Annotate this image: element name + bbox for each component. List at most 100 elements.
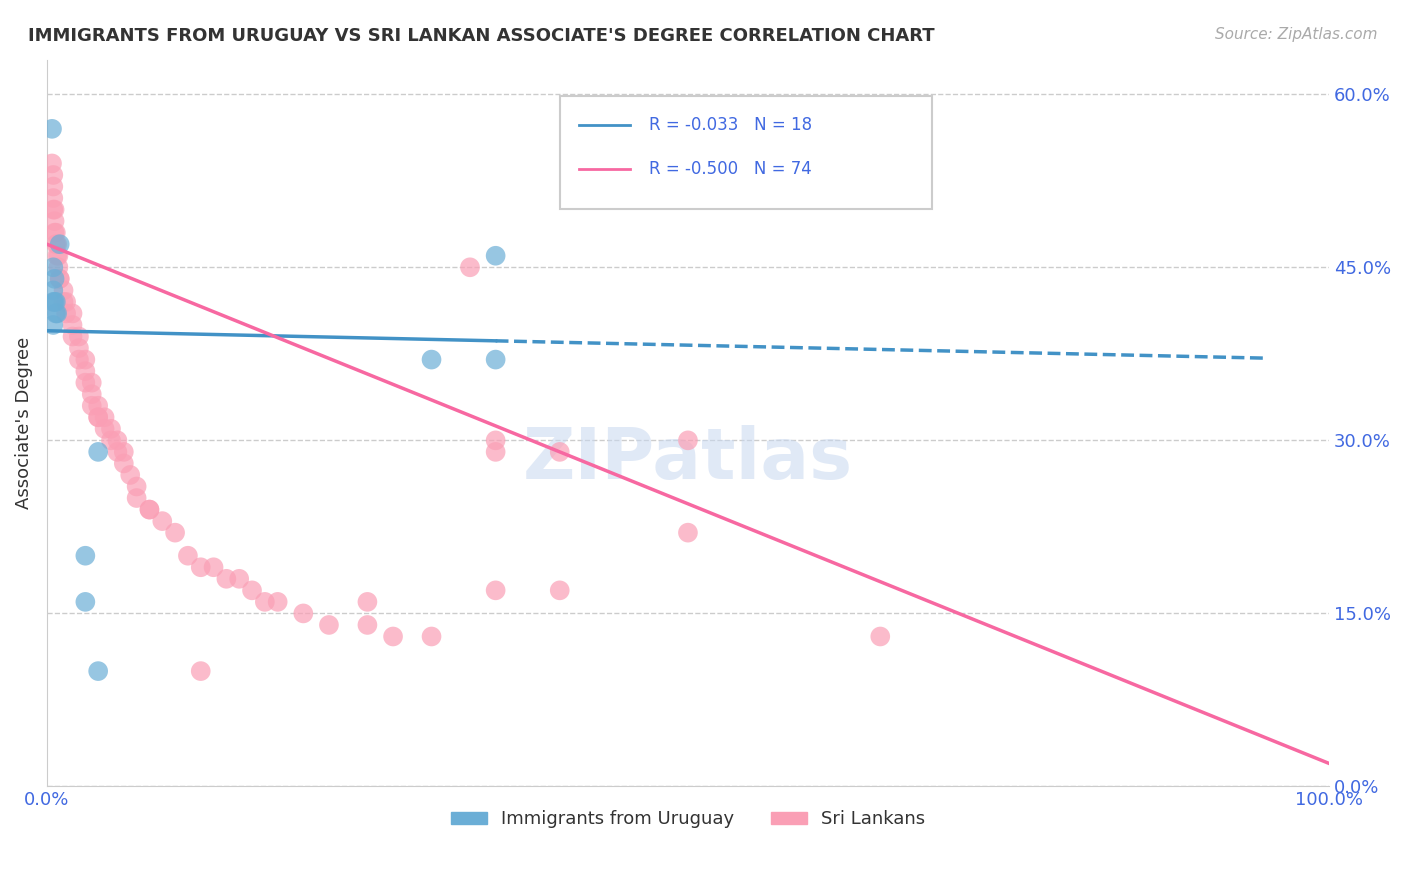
Point [292,607,315,621]
Point [42,168,65,182]
Point [253,595,276,609]
Point [75,595,97,609]
Point [100,422,122,436]
Text: R = -0.500   N = 74: R = -0.500 N = 74 [650,160,813,178]
Point [112,445,135,459]
Point [107,434,129,448]
Point [80,399,103,413]
Point [548,445,571,459]
Point [266,595,288,609]
Point [45,237,67,252]
Point [318,618,340,632]
Point [356,618,378,632]
Point [42,179,65,194]
Legend: Immigrants from Uruguay, Sri Lankans: Immigrants from Uruguay, Sri Lankans [443,803,932,836]
Point [165,525,187,540]
Point [548,583,571,598]
FancyBboxPatch shape [560,96,932,209]
Point [48,249,70,263]
Point [87,410,110,425]
Point [93,410,115,425]
Point [42,318,65,332]
Point [676,434,699,448]
Point [55,294,77,309]
Point [150,514,173,528]
Point [48,272,70,286]
Point [112,457,135,471]
Point [42,294,65,309]
Point [202,560,225,574]
Point [458,260,481,275]
Point [44,272,66,286]
Point [485,445,508,459]
Point [125,491,148,505]
Point [41,121,63,136]
Point [42,202,65,217]
Text: R = -0.033   N = 18: R = -0.033 N = 18 [650,116,813,134]
Point [67,329,90,343]
Point [42,284,65,298]
Point [48,260,70,275]
Point [42,191,65,205]
Point [52,284,75,298]
Point [46,249,69,263]
Point [45,294,67,309]
Point [420,352,443,367]
Point [485,583,508,598]
Point [75,549,97,563]
Point [190,664,212,678]
Point [67,352,90,367]
Point [87,410,110,425]
Point [356,595,378,609]
Point [62,318,84,332]
Point [93,422,115,436]
Point [55,306,77,320]
Point [125,479,148,493]
Point [52,294,75,309]
Point [80,376,103,390]
Point [41,156,63,170]
Point [62,306,84,320]
Point [215,572,238,586]
Point [138,502,160,516]
Point [420,630,443,644]
Y-axis label: Associate's Degree: Associate's Degree [15,337,32,509]
Point [107,445,129,459]
Point [44,294,66,309]
Point [228,572,250,586]
Point [75,364,97,378]
Point [44,214,66,228]
Point [87,445,110,459]
Point [382,630,405,644]
Point [869,630,891,644]
Text: IMMIGRANTS FROM URUGUAY VS SRI LANKAN ASSOCIATE'S DEGREE CORRELATION CHART: IMMIGRANTS FROM URUGUAY VS SRI LANKAN AS… [28,27,935,45]
Point [676,525,699,540]
Point [87,399,110,413]
Point [138,502,160,516]
Point [44,202,66,217]
Point [190,560,212,574]
Point [67,341,90,355]
Point [485,434,508,448]
Point [44,226,66,240]
Point [485,352,508,367]
Point [75,376,97,390]
Point [46,306,69,320]
Text: ZIPatlas: ZIPatlas [523,425,853,494]
Point [46,237,69,252]
Point [177,549,200,563]
Point [87,664,110,678]
Point [120,467,142,482]
Point [75,352,97,367]
Point [62,329,84,343]
Point [45,226,67,240]
Point [48,272,70,286]
Point [80,387,103,401]
Point [100,434,122,448]
Point [42,260,65,275]
Text: Source: ZipAtlas.com: Source: ZipAtlas.com [1215,27,1378,42]
Point [45,306,67,320]
Point [485,249,508,263]
Point [48,237,70,252]
Point [240,583,263,598]
